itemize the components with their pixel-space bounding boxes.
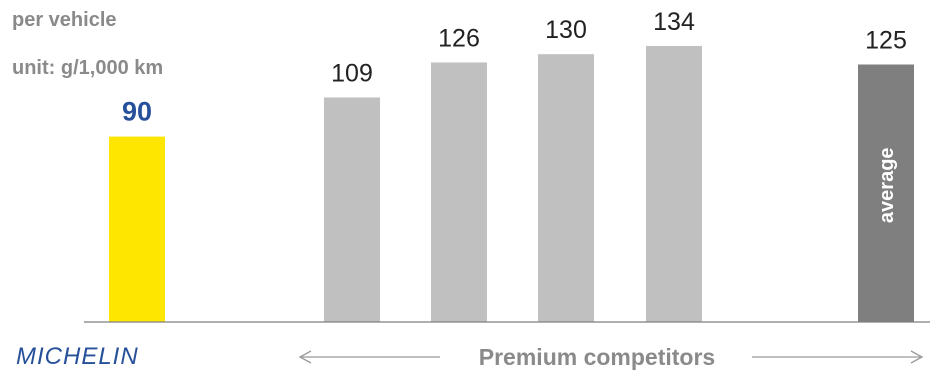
unit-note-line2: unit: g/1,000 km [12, 57, 163, 79]
bar-michelin [109, 136, 165, 322]
data-label-3: 130 [545, 16, 587, 44]
data-label-2: 126 [438, 24, 480, 52]
bars-group [109, 45, 914, 323]
average-bar-label: average [876, 147, 898, 223]
bar-competitor-4 [646, 45, 702, 323]
unit-note-line1: per vehicle [12, 9, 117, 31]
data-labels-group: 90 109 126 130 134 125 average [122, 8, 907, 223]
bar-competitor-2 [431, 62, 487, 322]
data-label-1: 109 [331, 59, 373, 87]
bar-competitor-3 [538, 54, 594, 322]
data-label-0: 90 [122, 97, 152, 127]
data-label-4: 134 [653, 8, 695, 36]
bar-average [858, 64, 914, 322]
data-label-5: 125 [865, 27, 907, 55]
bar-competitor-1 [324, 97, 380, 323]
michelin-logo: MICHELIN [16, 343, 139, 370]
competitors-label: Premium competitors [479, 344, 715, 370]
